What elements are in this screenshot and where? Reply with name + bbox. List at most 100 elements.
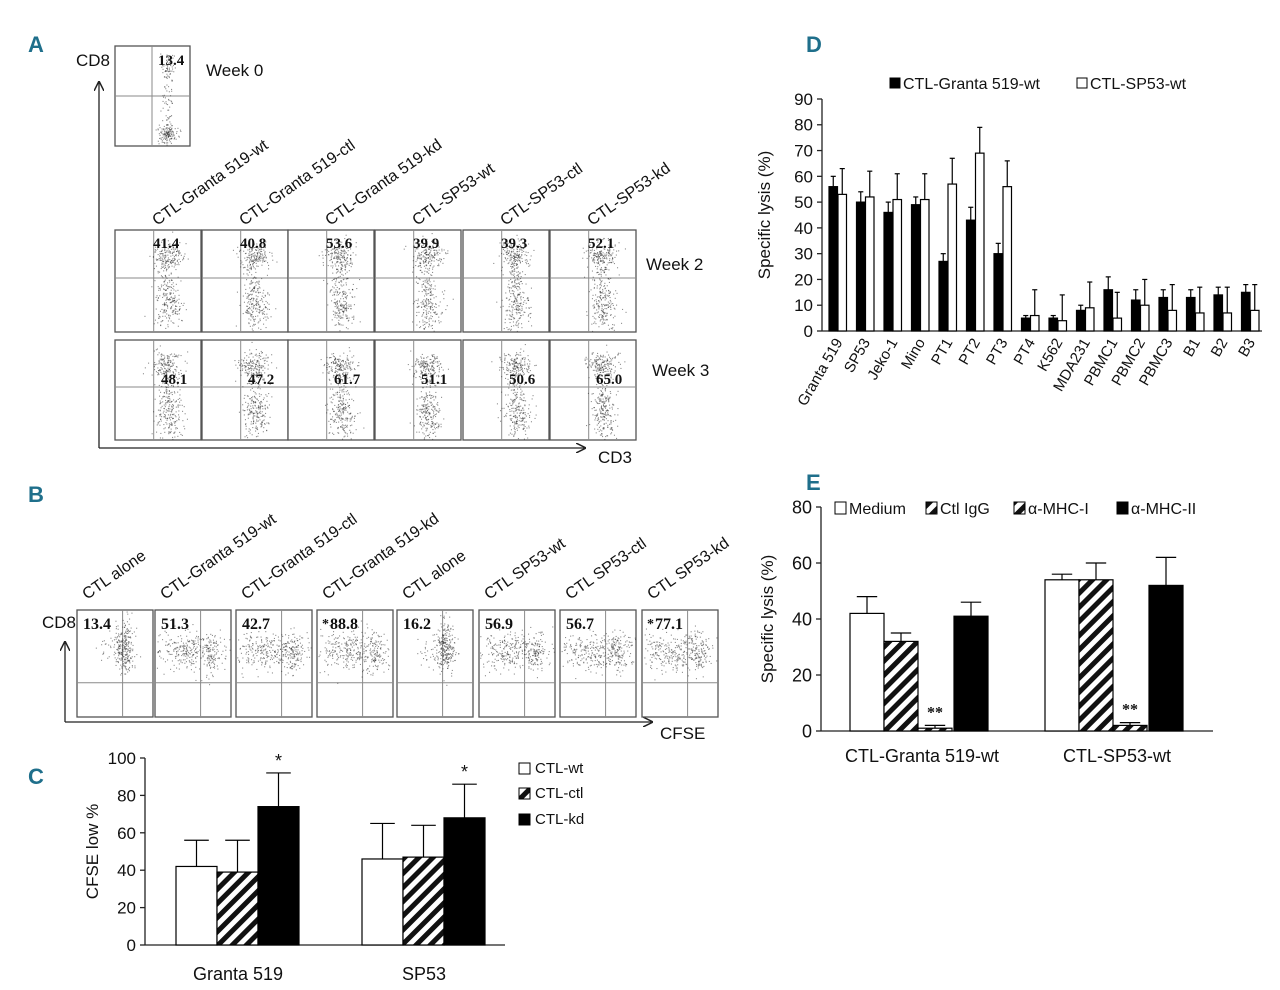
panel-e-chart: 0 20 40 60 80 Specific lysis (%) CTL-Granta 51… (758, 497, 1213, 766)
panel-c-chart: 0 20 40 60 80 100 CFSE low % Granta 519 SP53 * * CT… (83, 749, 584, 984)
bar-c-ctl-ctl (216, 871, 259, 946)
week3-value: 47.2 (248, 372, 274, 388)
week3-plot: 61.7 (287, 339, 375, 441)
panel-a-column-label: CTL-SP53-wt (410, 160, 499, 229)
y-tick-label: 80 (117, 786, 136, 805)
scatter-dots (142, 345, 189, 440)
bar-d-ctl-granta-519-wt (1130, 299, 1141, 332)
panel-c-category-label: SP53 (402, 964, 446, 984)
panel-d-category-label: Granta 519 (794, 336, 846, 410)
legend-swatch (1013, 501, 1026, 515)
bar-d-ctl-granta-519-wt (965, 219, 976, 332)
significance-star: * (461, 762, 468, 782)
panel-b-plot: 56.9 (478, 609, 556, 718)
week2-plot: 39.3 (462, 229, 550, 333)
y-tick-label: 60 (794, 167, 813, 186)
week2-plot: 40.8 (201, 229, 289, 333)
panel-b-column-label: CTL SP53-kd (645, 535, 733, 604)
panel-c-y-label: CFSE low % (83, 804, 102, 899)
bar-d-ctl-granta-519-wt (1075, 309, 1086, 332)
panel-d-category-label: PT3 (983, 336, 1011, 368)
bar-d-ctl-sp53-wt (919, 198, 930, 332)
bar-e--mhc-ii (953, 615, 989, 732)
legend-swatch (518, 813, 531, 826)
legend-label: α-MHC-I (1028, 501, 1089, 518)
bar-d-ctl-granta-519-wt (1158, 296, 1169, 332)
y-tick-label: 70 (794, 142, 813, 161)
scatter-dots (234, 341, 278, 439)
panel-b-column-label: CTL alone (80, 547, 150, 603)
bar-d-ctl-sp53-wt (1029, 314, 1040, 332)
y-tick-label: 20 (794, 270, 813, 289)
y-tick-label: 0 (127, 936, 136, 955)
legend-label: CTL-SP53-wt (1090, 76, 1187, 93)
week2-value: 53.6 (326, 236, 353, 252)
scatter-dots (232, 241, 278, 332)
bar-d-ctl-granta-519-wt (993, 253, 1004, 332)
bar-d-ctl-granta-519-wt (910, 204, 921, 332)
legend-swatch (834, 501, 847, 515)
panel-d-category-label: Mino (898, 336, 929, 373)
panel-e-category-label: CTL-SP53-wt (1063, 746, 1171, 766)
panel-b-plot: 42.7 (235, 609, 313, 718)
legend-label: CTL-ctl (535, 785, 583, 802)
bar-d-ctl-granta-519-wt (938, 260, 949, 332)
panel-letter-c: C (28, 764, 44, 789)
panel-d-category-label: PT1 (928, 336, 956, 368)
scatter-dots (480, 623, 555, 679)
legend-label: Medium (849, 501, 906, 518)
bar-c-ctl-wt (175, 865, 218, 946)
legend-label: CTL-kd (535, 811, 584, 828)
panel-c-category-label: Granta 519 (193, 964, 283, 984)
week0-plot: 13.4 (114, 45, 191, 147)
legend-swatch (518, 787, 531, 800)
week3-plot: 47.2 (201, 339, 289, 441)
y-tick-label: 30 (794, 245, 813, 264)
week2-value: 39.9 (413, 236, 439, 252)
panel-a-column-label: CTL-SP53-kd (585, 160, 674, 230)
week0-value: 13.4 (158, 53, 185, 69)
y-tick-label: 10 (794, 296, 813, 315)
panel-letter-e: E (806, 470, 821, 495)
panel-b-value: 88.8 (330, 616, 358, 633)
scatter-dots (155, 53, 182, 146)
bar-d-ctl-granta-519-wt (1103, 289, 1114, 332)
bar-e-ctl-igg (1078, 579, 1114, 732)
panel-b-column-label: CTL SP53-ctl (563, 535, 650, 603)
legend-swatch (925, 501, 938, 515)
panel-a-column-label: CTL-SP53-ctl (498, 160, 586, 229)
scatter-dots (493, 234, 535, 332)
week2-plot: 39.9 (374, 229, 462, 333)
week2-value: 39.3 (501, 236, 527, 252)
scatter-dots (237, 627, 312, 678)
bar-d-ctl-granta-519-wt (883, 211, 894, 332)
bar-d-ctl-sp53-wt (1167, 309, 1178, 332)
bar-d-ctl-sp53-wt (974, 152, 985, 332)
legend-swatch (1116, 501, 1129, 515)
week3-label: Week 3 (652, 361, 709, 380)
significance-star: * (275, 751, 282, 771)
bar-d-ctl-sp53-wt (837, 193, 848, 332)
y-tick-label: 40 (792, 609, 812, 629)
bar-d-ctl-granta-519-wt (1213, 294, 1224, 332)
significance-star: * (322, 617, 329, 632)
week3-value: 61.7 (334, 372, 361, 388)
bar-d-ctl-sp53-wt (1112, 317, 1123, 332)
legend-swatch (889, 77, 901, 89)
panel-e-y-label: Specific lysis (%) (758, 555, 777, 683)
scatter-dots (318, 620, 391, 684)
week3-value: 51.1 (421, 372, 447, 388)
y-tick-label: 50 (794, 193, 813, 212)
panel-b-y-label: CD8 (42, 613, 76, 632)
panel-b-value: 13.4 (83, 616, 111, 633)
bar-d-ctl-sp53-wt (947, 183, 958, 332)
bar-c-ctl-kd (443, 817, 486, 946)
y-tick-label: 60 (117, 824, 136, 843)
scatter-dots (403, 233, 454, 332)
bar-d-ctl-sp53-wt (864, 196, 875, 332)
bar-c-ctl-kd (257, 806, 300, 946)
week3-plot: 65.0 (549, 339, 637, 441)
scatter-dots (156, 624, 231, 686)
panel-b-value: 77.1 (655, 616, 683, 633)
scatter-dots (320, 347, 365, 440)
